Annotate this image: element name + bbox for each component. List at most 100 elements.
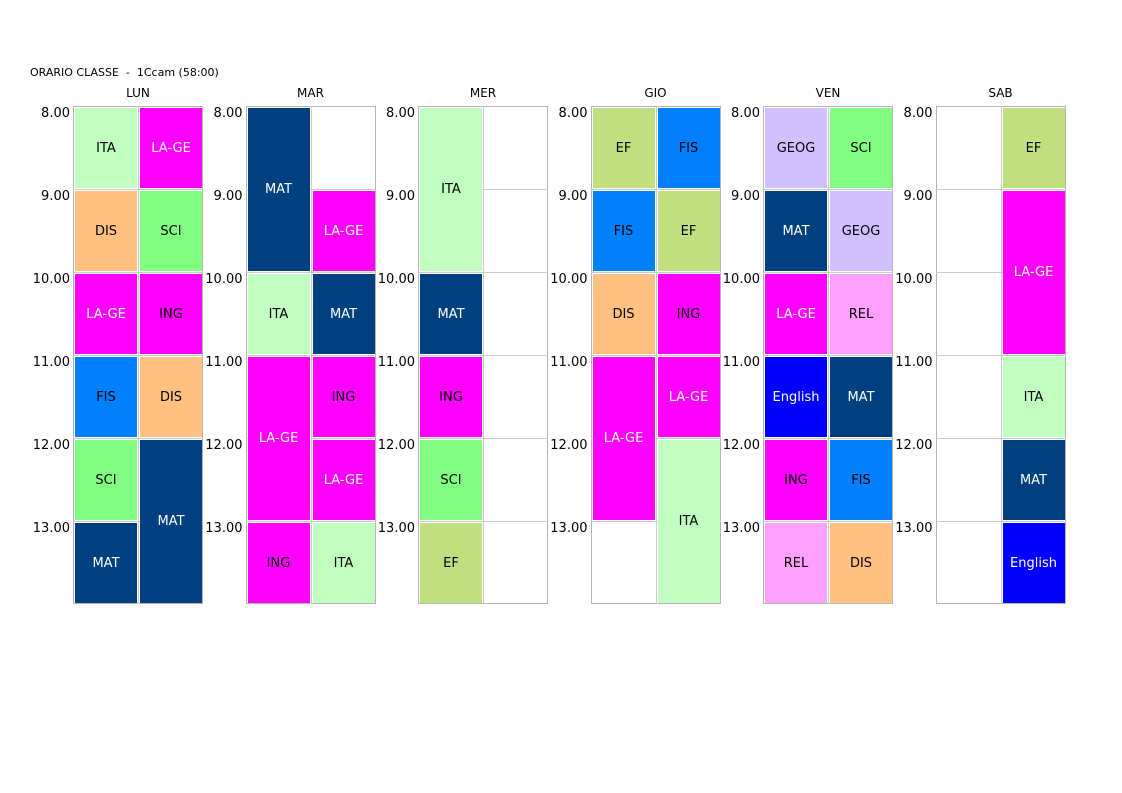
lesson-cell[interactable]: ITA — [247, 274, 310, 354]
lesson-cell[interactable]: LA-GE — [312, 440, 375, 520]
lesson-subject: ITA — [268, 306, 289, 322]
time-label: 13.00 — [32, 521, 70, 536]
lesson-cell[interactable]: MAT — [1002, 440, 1065, 520]
lesson-cell[interactable]: FIS — [830, 440, 892, 520]
lesson-cell[interactable]: LA-GE — [140, 108, 202, 188]
lesson-cell[interactable]: English — [765, 357, 827, 437]
lesson-cell[interactable]: DIS — [75, 191, 137, 271]
page-title: ORARIO CLASSE - 1Ccam (58:00) — [30, 66, 219, 79]
lesson-cell[interactable]: ITA — [312, 523, 375, 603]
lesson-cell[interactable]: GEOG — [830, 191, 892, 271]
lesson-cell[interactable]: ING — [420, 357, 482, 437]
lesson-cell[interactable]: ITA — [75, 108, 137, 188]
grid-line — [763, 272, 893, 273]
lesson-subject: MAT — [847, 389, 875, 405]
lesson-cell[interactable]: EF — [420, 523, 482, 603]
lesson-cell[interactable]: ING — [765, 440, 827, 520]
time-label: 13.00 — [895, 521, 933, 536]
time-label: 13.00 — [722, 521, 760, 536]
lesson-subject: ING — [784, 472, 808, 488]
lesson-subject: ITA — [1023, 389, 1044, 405]
lesson-cell[interactable]: SCI — [420, 440, 482, 520]
lesson-cell[interactable]: MAT — [420, 274, 482, 354]
lesson-cell[interactable]: LA-GE — [312, 191, 375, 271]
lesson-cell[interactable]: LA-GE — [657, 357, 720, 437]
lesson-cell[interactable]: LA-GE — [765, 274, 827, 354]
lesson-subject: English — [772, 389, 820, 405]
lesson-cell[interactable]: DIS — [592, 274, 655, 354]
time-label: 10.00 — [205, 272, 243, 287]
time-label: 12.00 — [377, 438, 415, 453]
grid-line — [935, 355, 1066, 356]
time-label: 12.00 — [895, 438, 933, 453]
lesson-cell[interactable]: English — [1002, 523, 1065, 603]
grid-line — [245, 189, 376, 190]
lesson-cell[interactable]: EF — [657, 191, 720, 271]
lesson-cell[interactable]: REL — [830, 274, 892, 354]
lesson-cell[interactable]: ITA — [420, 108, 482, 271]
lesson-subject: LA-GE — [258, 431, 299, 446]
lesson-cell[interactable]: ITA — [1002, 357, 1065, 437]
lesson-cell[interactable]: MAT — [765, 191, 827, 271]
lesson-subject: FIS — [613, 223, 634, 239]
lesson-cell[interactable]: DIS — [140, 357, 202, 437]
lesson-cell[interactable]: ING — [657, 274, 720, 354]
lesson-cell[interactable]: EF — [592, 108, 655, 188]
time-label: 11.00 — [550, 355, 588, 370]
lesson-subject: ING — [159, 306, 183, 322]
grid-line — [245, 272, 376, 273]
lesson-subject: EF — [1025, 140, 1042, 156]
lesson-cell[interactable]: MAT — [312, 274, 375, 354]
lesson-cell[interactable]: SCI — [75, 440, 137, 520]
lesson-cell[interactable]: LA-GE — [592, 357, 655, 520]
lesson-cell[interactable]: LA-GE — [1002, 191, 1065, 354]
lesson-subject: MAT — [92, 555, 120, 571]
lesson-cell[interactable]: LA-GE — [247, 357, 310, 520]
lesson-cell[interactable]: MAT — [247, 108, 310, 271]
lesson-cell[interactable]: MAT — [140, 440, 202, 603]
lesson-subject: LA-GE — [151, 140, 191, 156]
grid-line — [245, 438, 376, 439]
time-label: 8.00 — [213, 106, 243, 121]
lesson-subject: ING — [439, 389, 463, 405]
lesson-subject: LA-GE — [86, 306, 126, 322]
lesson-subject: SCI — [440, 472, 462, 488]
lesson-cell[interactable]: SCI — [140, 191, 202, 271]
lesson-cell[interactable]: REL — [765, 523, 827, 603]
time-label: 11.00 — [377, 355, 415, 370]
time-label: 13.00 — [205, 521, 243, 536]
lesson-cell[interactable]: FIS — [657, 108, 720, 188]
grid-line — [590, 272, 721, 273]
time-label: 11.00 — [895, 355, 933, 370]
time-label: 9.00 — [731, 189, 760, 204]
lesson-cell[interactable]: SCI — [830, 108, 892, 188]
lesson-subject: SCI — [850, 140, 872, 156]
lesson-subject: ING — [266, 555, 291, 571]
time-label: 8.00 — [41, 106, 70, 121]
lesson-cell[interactable]: FIS — [592, 191, 655, 271]
lesson-subject: GEOG — [776, 140, 816, 156]
lesson-cell[interactable]: ING — [247, 523, 310, 603]
lesson-subject: ING — [331, 389, 356, 405]
time-label: 12.00 — [32, 438, 70, 453]
lesson-cell[interactable]: ITA — [657, 440, 720, 603]
grid-line — [245, 355, 376, 356]
grid-line — [73, 438, 203, 439]
lesson-cell[interactable]: DIS — [830, 523, 892, 603]
lesson-subject: REL — [848, 306, 874, 322]
lesson-subject: FIS — [678, 140, 699, 156]
lesson-cell[interactable]: GEOG — [765, 108, 827, 188]
lesson-subject: English — [1010, 555, 1057, 571]
lesson-cell[interactable]: MAT — [830, 357, 892, 437]
lesson-cell[interactable]: LA-GE — [75, 274, 137, 354]
time-label: 13.00 — [550, 521, 588, 536]
lesson-cell[interactable]: FIS — [75, 357, 137, 437]
lesson-cell[interactable]: ING — [312, 357, 375, 437]
lesson-cell[interactable]: ING — [140, 274, 202, 354]
grid-line — [935, 438, 1066, 439]
grid-line — [763, 355, 893, 356]
lesson-subject: EF — [615, 140, 632, 156]
lesson-subject: LA-GE — [323, 472, 364, 488]
lesson-cell[interactable]: EF — [1002, 108, 1065, 188]
lesson-cell[interactable]: MAT — [75, 523, 137, 603]
